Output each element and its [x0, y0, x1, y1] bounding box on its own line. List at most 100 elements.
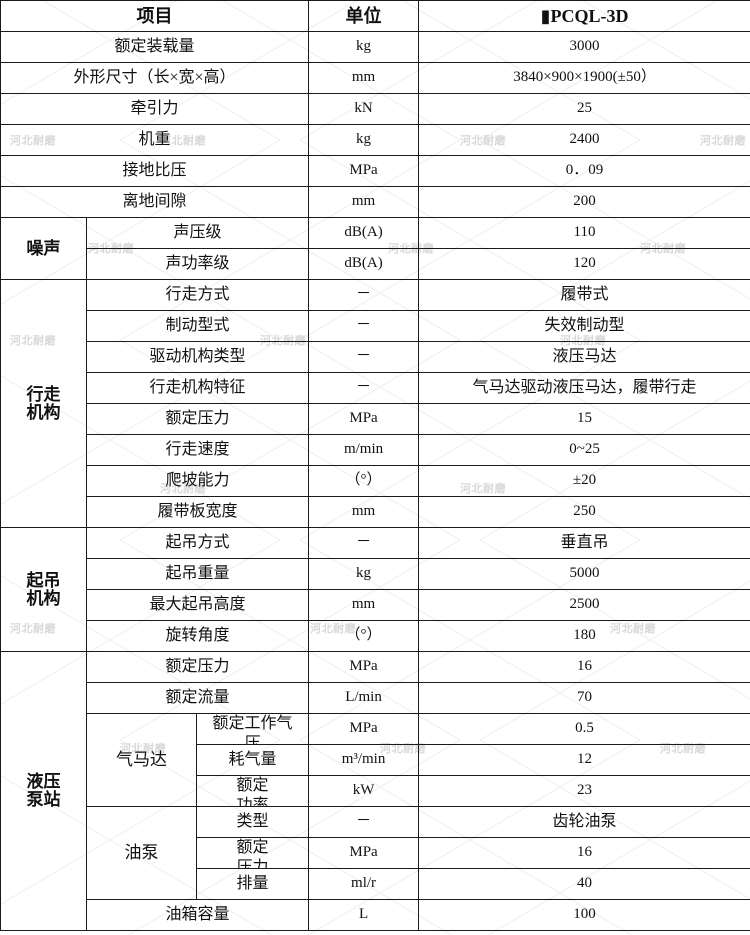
group-label-line1: 行走	[26, 384, 61, 404]
row-item: 额定 压力	[195, 837, 310, 869]
row-value: 180	[418, 620, 750, 652]
group-label-hoist: 起吊 机构	[0, 527, 87, 652]
row-value: 0~25	[418, 434, 750, 466]
row-value: 3840×900×1900(±50）	[418, 62, 750, 94]
row-value: 200	[418, 186, 750, 218]
row-value: 2400	[418, 124, 750, 156]
header-item: 项目	[0, 0, 310, 32]
row-item: 额定压力	[85, 651, 310, 683]
row-item-line1: 额定工作气	[212, 715, 293, 732]
row-value: 25	[418, 93, 750, 125]
group-label-travel: 行走 机构	[0, 279, 87, 528]
row-item: 驱动机构类型	[85, 341, 310, 373]
row-value: 23	[418, 775, 750, 807]
row-item: 行走速度	[85, 434, 310, 466]
row-item: 机重	[0, 124, 310, 156]
table-header-row: 项目 单位 ▮PCQL-3D	[0, 0, 750, 32]
table-row: 油箱容量 L 100	[1, 899, 750, 931]
row-value: 16	[418, 837, 750, 869]
row-value: 齿轮油泵	[418, 806, 750, 838]
row-value: 液压马达	[418, 341, 750, 373]
row-item: 起吊重量	[85, 558, 310, 590]
row-value: 3000	[418, 31, 750, 63]
row-item-line1: 额定	[236, 839, 269, 856]
table-row: 最大起吊高度 mm 2500	[1, 589, 750, 621]
row-unit: kg	[308, 558, 420, 590]
row-unit: kg	[308, 31, 420, 63]
group-label-hydraulic-pump-station: 液压 泵站	[0, 651, 87, 931]
row-unit: MPa	[308, 403, 420, 435]
row-value: 12	[418, 744, 750, 776]
row-item: 行走方式	[85, 279, 310, 311]
row-item: 接地比压	[0, 155, 310, 187]
table-row: 油泵 类型 － 齿轮油泵	[1, 806, 750, 900]
row-value: 40	[418, 868, 750, 900]
row-value: 70	[418, 682, 750, 714]
group-label-line1: 液压	[26, 772, 61, 792]
table-row: 声功率级 dB(A) 120	[1, 248, 750, 280]
table-row: 额定流量 L/min 70	[1, 682, 750, 714]
group-label-line1: 起吊	[26, 570, 61, 590]
row-item: 最大起吊高度	[85, 589, 310, 621]
row-unit: L	[308, 899, 420, 931]
subgroup-label-oil-pump: 油泵	[86, 806, 197, 900]
row-item: 牵引力	[0, 93, 310, 125]
table-row: 液压 泵站 额定压力 MPa 16	[0, 651, 750, 931]
row-item: 离地间隙	[0, 186, 310, 218]
row-unit: kN	[308, 93, 420, 125]
row-value: 120	[418, 248, 750, 280]
row-unit: mm	[308, 186, 420, 218]
table-row: 离地间隙 mm 200	[0, 186, 750, 218]
row-item-clipped: 额定 压力	[199, 839, 306, 868]
row-value: 垂直吊	[418, 527, 750, 559]
table-row: 爬坡能力 （°） ±20	[1, 465, 750, 497]
row-item-clipped: 额定工作气 压	[199, 715, 306, 744]
table-row: 驱动机构类型 － 液压马达	[1, 341, 750, 373]
row-item: 声功率级	[85, 248, 310, 280]
row-unit: dB(A)	[308, 217, 420, 249]
row-value: 0．09	[418, 155, 750, 187]
row-unit: －	[308, 372, 420, 404]
row-item: 旋转角度	[85, 620, 310, 652]
row-item: 耗气量	[195, 744, 310, 776]
row-value: 2500	[418, 589, 750, 621]
table-row: 接地比压 MPa 0．09	[0, 155, 750, 187]
table-row: 额定压力 MPa 15	[1, 403, 750, 435]
row-value: 110	[418, 217, 750, 249]
row-unit: MPa	[308, 155, 420, 187]
row-item: 爬坡能力	[85, 465, 310, 497]
row-value: ±20	[418, 465, 750, 497]
table-row: 额定装载量 kg 3000	[0, 31, 750, 63]
row-item: 额定流量	[85, 682, 310, 714]
row-value: 气马达驱动液压马达，履带行走	[418, 372, 750, 404]
row-item-clipped: 额定 功率	[199, 777, 306, 806]
row-unit: m/min	[308, 434, 420, 466]
group-label-noise: 噪声	[0, 217, 87, 280]
row-unit: kW	[308, 775, 420, 807]
table-row: 行走速度 m/min 0~25	[1, 434, 750, 466]
header-unit: 单位	[308, 0, 420, 32]
table-row: 气马达 额定工作气 压 MPa 0.5	[1, 713, 750, 807]
row-item: 排量	[195, 868, 310, 900]
row-unit: －	[308, 806, 420, 838]
row-unit: MPa	[308, 713, 420, 745]
row-item: 额定压力	[85, 403, 310, 435]
group-label-line2: 泵站	[26, 790, 61, 809]
row-unit: L/min	[308, 682, 420, 714]
row-unit: mm	[308, 62, 420, 94]
row-unit: （°）	[308, 620, 420, 652]
row-unit: m³/min	[308, 744, 420, 776]
table-row: 旋转角度 （°） 180	[1, 620, 750, 652]
row-item-line2: 功率	[236, 797, 269, 806]
row-unit: mm	[308, 589, 420, 621]
row-unit: dB(A)	[308, 248, 420, 280]
table-row: 噪声 声压级 dB(A) 110	[0, 217, 750, 280]
row-item: 类型	[195, 806, 310, 838]
row-item: 油箱容量	[85, 899, 310, 931]
table-row: 起吊重量 kg 5000	[1, 558, 750, 590]
row-unit: －	[308, 279, 420, 311]
row-unit: －	[308, 527, 420, 559]
row-unit: MPa	[308, 837, 420, 869]
row-item-line2: 压力	[236, 859, 269, 868]
